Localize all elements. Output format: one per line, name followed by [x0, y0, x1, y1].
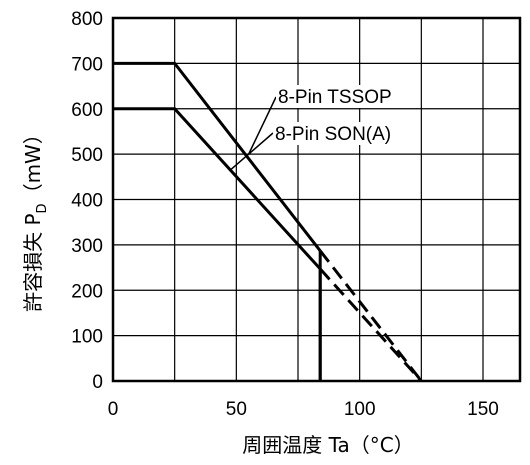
y-tick-label-600: 600 [71, 100, 103, 121]
annotation-leaders [230, 85, 396, 170]
series-dashed-1 [319, 267, 423, 383]
y-tick-label-700: 700 [71, 54, 103, 75]
series-layer [113, 61, 423, 383]
y-tick-label-300: 300 [71, 236, 103, 257]
annotation-leader-0 [247, 96, 277, 155]
y-tick-labels: 0 100 200 300 400 500 600 700 800 [71, 9, 103, 393]
x-tick-label-150: 150 [467, 399, 499, 420]
grid [113, 18, 520, 381]
series-line-0 [113, 61, 322, 252]
plot-frame [111, 16, 522, 383]
annotation-label-0: 8-Pin TSSOP [278, 87, 392, 108]
y-axis-label-subscript: D [35, 203, 50, 213]
x-axis-label: 周囲温度 Ta（°C） [242, 433, 413, 457]
y-tick-label-500: 500 [71, 145, 103, 166]
x-tick-label-100: 100 [344, 399, 376, 420]
y-tick-label-100: 100 [71, 327, 103, 348]
x-tick-labels: 0 50 100 150 [108, 399, 499, 420]
annotation-backdrop-0 [276, 85, 396, 108]
y-axis-label: 許容損失 PD（mW） [21, 124, 50, 312]
y-axis-label-main: 許容損失 P [21, 213, 45, 311]
y-tick-label-200: 200 [71, 281, 103, 302]
series-line-1 [113, 107, 322, 270]
annotation-leader-1 [230, 132, 274, 170]
y-tick-label-800: 800 [71, 9, 103, 30]
y-tick-label-400: 400 [71, 191, 103, 212]
series-dashed-0 [319, 249, 423, 382]
y-axis-label-unit: （mW） [21, 124, 45, 203]
x-tick-label-0: 0 [108, 399, 119, 420]
annotation-labels: 8-Pin TSSOP 8-Pin SON(A) [275, 87, 392, 145]
annotation-label-1: 8-Pin SON(A) [275, 124, 391, 145]
x-tick-label-50: 50 [226, 399, 247, 420]
annotation-backdrop-1 [273, 122, 396, 145]
y-tick-label-0: 0 [92, 372, 103, 393]
